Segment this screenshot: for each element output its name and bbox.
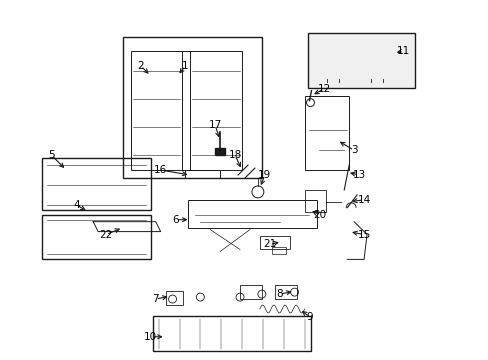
Text: 20: 20 <box>312 210 325 220</box>
Text: 10: 10 <box>144 332 157 342</box>
Bar <box>274 285 296 299</box>
Bar <box>152 316 311 351</box>
Text: 22: 22 <box>99 230 112 239</box>
Text: 17: 17 <box>208 121 222 130</box>
Bar <box>131 51 182 170</box>
Bar <box>122 37 262 178</box>
Text: 8: 8 <box>276 289 283 299</box>
Text: 14: 14 <box>357 195 370 205</box>
Text: 11: 11 <box>396 46 409 56</box>
Bar <box>185 170 220 178</box>
Bar <box>190 51 242 170</box>
Bar <box>304 190 325 212</box>
Bar <box>240 285 262 299</box>
Bar <box>41 158 150 210</box>
Text: 9: 9 <box>305 312 312 322</box>
Text: 7: 7 <box>152 294 159 304</box>
Bar <box>271 247 285 255</box>
Bar <box>307 33 414 88</box>
Bar <box>304 96 348 170</box>
Bar <box>165 291 183 305</box>
Text: 15: 15 <box>357 230 370 239</box>
Bar <box>259 235 289 249</box>
Text: 12: 12 <box>317 84 330 94</box>
Text: 2: 2 <box>137 61 144 71</box>
Bar <box>188 200 317 228</box>
Text: 6: 6 <box>172 215 179 225</box>
Bar <box>215 148 224 155</box>
Text: 16: 16 <box>154 165 167 175</box>
Text: 19: 19 <box>258 170 271 180</box>
Text: 13: 13 <box>352 170 365 180</box>
Text: 5: 5 <box>48 150 55 160</box>
Text: 21: 21 <box>263 239 276 249</box>
Text: 1: 1 <box>182 61 188 71</box>
Bar <box>41 215 150 260</box>
Text: 3: 3 <box>350 145 357 155</box>
Text: 18: 18 <box>228 150 241 160</box>
Text: 4: 4 <box>73 200 80 210</box>
